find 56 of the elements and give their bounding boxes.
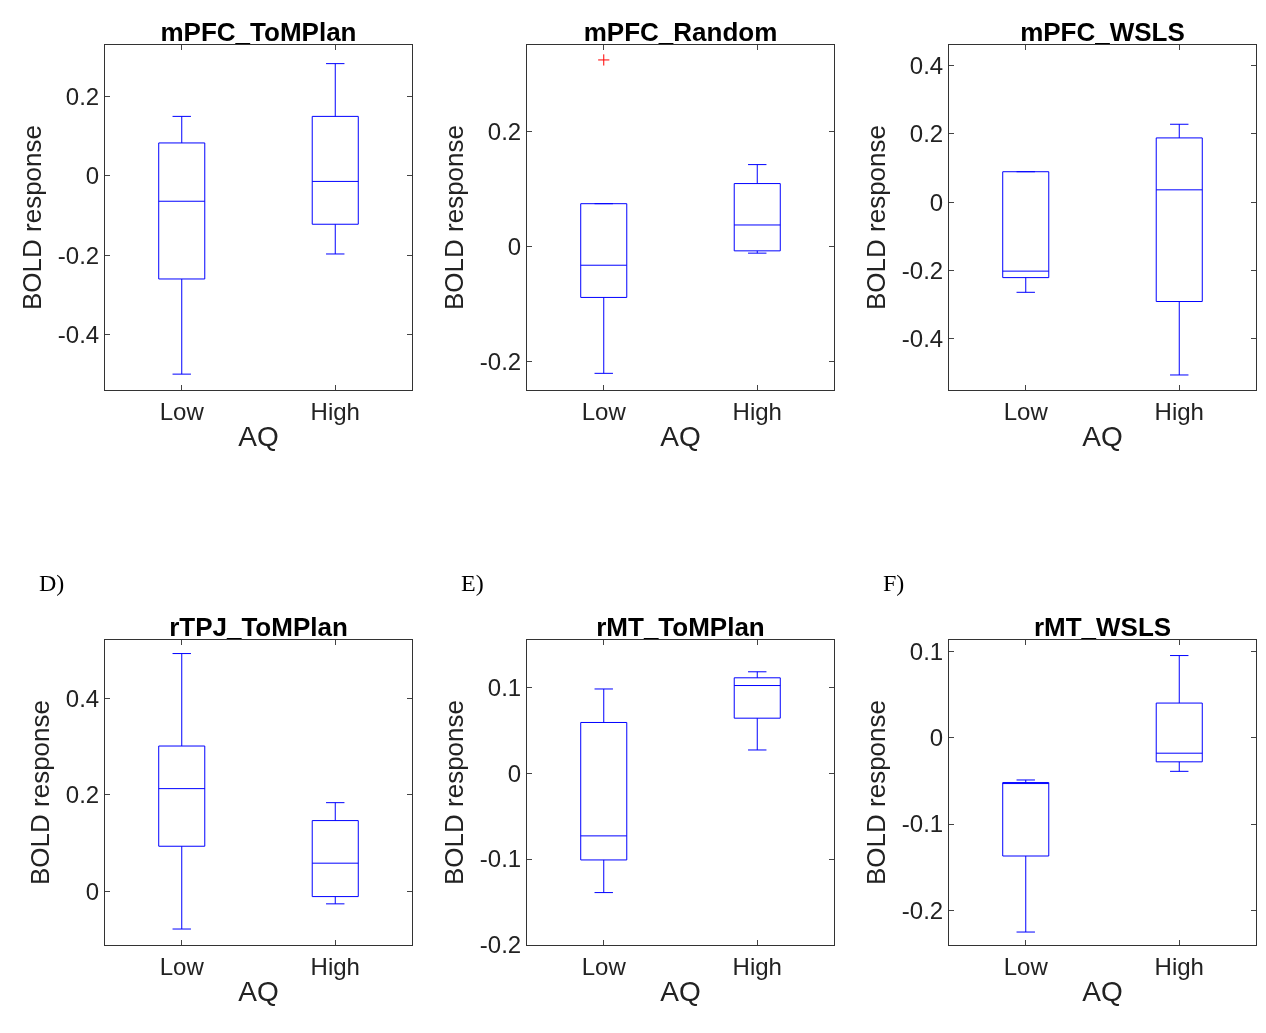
x-tick-label: Low	[159, 952, 205, 980]
chart-title: rTPJ_ToMPlan	[169, 612, 348, 642]
y-tick-label: 0	[507, 232, 522, 260]
x-tick-label: Low	[159, 397, 205, 425]
y-tick-label: 0.4	[909, 51, 944, 79]
x-tick-label: High	[310, 952, 360, 980]
text: E)	[461, 570, 484, 596]
y-tick-label: 0.4	[65, 684, 100, 712]
y-tick-label: -0.1	[901, 810, 944, 838]
chart-title: mPFC_Random	[583, 17, 778, 47]
x-tick-label: Low	[1003, 952, 1049, 980]
x-axis-title: AQ	[1082, 975, 1123, 1007]
y-tick-label: 0	[929, 724, 944, 752]
y-tick-label: 0.2	[65, 82, 100, 110]
y-axis-title: BOLD response	[439, 125, 470, 310]
x-tick-label: Low	[581, 397, 627, 425]
x-axis-title: AQ	[660, 420, 701, 452]
x-tick-label: High	[1154, 952, 1204, 980]
x-axis-title: AQ	[238, 975, 279, 1007]
text: D)	[39, 570, 65, 596]
x-tick-label: High	[1154, 397, 1204, 425]
x-axis-title: AQ	[1082, 420, 1123, 452]
y-axis-title: BOLD response	[17, 125, 48, 310]
text: F)	[883, 570, 905, 596]
chart-title: rMT_WSLS	[1033, 612, 1172, 642]
x-axis-title: AQ	[238, 420, 279, 452]
y-tick-label: 0	[507, 759, 522, 787]
y-tick-label: -0.2	[901, 896, 944, 924]
y-tick-label: -0.2	[901, 256, 944, 284]
y-tick-label: 0.2	[909, 120, 944, 148]
y-tick-label: 0.2	[65, 781, 100, 809]
y-tick-label: 0.1	[909, 637, 944, 665]
chart-title: mPFC_ToMPlan	[160, 17, 357, 47]
x-tick-label: Low	[1003, 397, 1049, 425]
x-tick-label: High	[310, 397, 360, 425]
y-tick-label: -0.2	[479, 931, 522, 959]
y-tick-label: 0.2	[487, 117, 522, 145]
y-axis-title: BOLD response	[25, 700, 56, 885]
x-tick-label: Low	[581, 952, 627, 980]
y-tick-label: 0	[85, 878, 100, 906]
chart-title: mPFC_WSLS	[1020, 17, 1185, 47]
y-axis-title: BOLD response	[861, 700, 892, 885]
y-tick-label: 0	[85, 162, 100, 190]
x-tick-label: High	[732, 397, 782, 425]
y-tick-label: -0.2	[479, 347, 522, 375]
y-tick-label: -0.4	[901, 325, 944, 353]
y-tick-label: 0	[929, 188, 944, 216]
chart-title: rMT_ToMPlan	[596, 612, 765, 642]
y-tick-label: -0.4	[57, 320, 100, 348]
x-axis-title: AQ	[660, 975, 701, 1007]
y-tick-label: -0.1	[479, 845, 522, 873]
y-tick-label: 0.1	[487, 673, 522, 701]
y-tick-label: -0.2	[57, 241, 100, 269]
x-tick-label: High	[732, 952, 782, 980]
y-axis-title: BOLD response	[439, 700, 470, 885]
y-axis-title: BOLD response	[861, 125, 892, 310]
